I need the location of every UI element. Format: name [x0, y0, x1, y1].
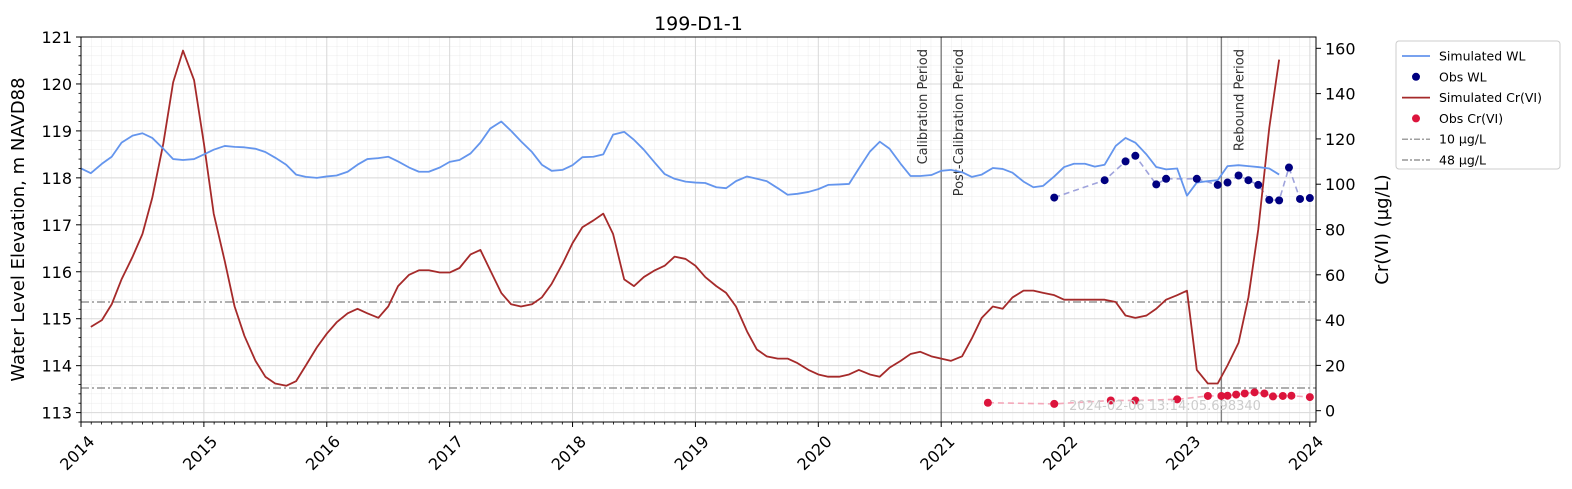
series-layer — [80, 49, 1314, 408]
legend-label: Simulated Cr(VI) — [1439, 90, 1542, 105]
obs-wl-point — [1100, 176, 1109, 185]
obs-wl-point — [1152, 180, 1161, 189]
obs-crvi-point — [983, 398, 992, 407]
obs-wl-point — [1223, 178, 1232, 187]
y-tick-label: 114 — [41, 357, 72, 376]
legend-swatch — [1412, 72, 1420, 81]
y2-axis-label: Cr(VI) (µg/L) — [1372, 174, 1393, 284]
watermark: 2024-02-06 13:14:05.698340 — [1069, 399, 1261, 414]
y2-tick-label: 80 — [1325, 221, 1345, 240]
y2-tick-label: 20 — [1325, 356, 1345, 375]
obs-crvi-link — [987, 391, 1310, 405]
obs-crvi-point — [1232, 390, 1241, 399]
y-tick-label: 117 — [41, 216, 72, 235]
period-label: Rebound Period — [1232, 49, 1247, 151]
obs-wl-point — [1162, 174, 1171, 183]
y-tick-label: 113 — [41, 404, 72, 423]
y2-tick-label: 140 — [1325, 85, 1356, 104]
simulated-crvi-line — [90, 49, 1281, 387]
obs-wl-point — [1254, 180, 1263, 189]
y-tick-label: 116 — [41, 263, 72, 282]
obs-crvi-point — [1131, 396, 1140, 405]
y2-tick-label: 160 — [1325, 39, 1356, 58]
period-label: Calibration Period — [916, 49, 931, 164]
obs-wl-point — [1213, 180, 1222, 189]
legend-label: 10 µg/L — [1439, 132, 1486, 147]
obs-crvi-point — [1050, 399, 1059, 408]
obs-wl-point — [1244, 176, 1253, 185]
obs-wl-point — [1284, 163, 1293, 172]
y-tick-label: 120 — [41, 75, 72, 94]
y2-tick-label: 60 — [1325, 266, 1345, 285]
simulated-wl-line — [80, 120, 1280, 197]
y-tick-label: 119 — [41, 122, 72, 141]
obs-crvi-point — [1240, 389, 1249, 398]
legend: Simulated WL Obs WL Simulated Cr(VI) Obs Cr… — [1395, 40, 1561, 170]
obs-wl-point — [1192, 174, 1201, 183]
obs-crvi-point — [1305, 393, 1314, 402]
legend-box — [1395, 40, 1561, 170]
y2-tick-label: 100 — [1325, 175, 1356, 194]
y2-tick-label: 40 — [1325, 311, 1345, 330]
legend-label: 48 µg/L — [1439, 153, 1486, 168]
period-label: Post-Calibration Period — [952, 49, 967, 196]
y-tick-label: 115 — [41, 310, 72, 329]
chart-title: 199-D1-1 — [654, 13, 743, 35]
obs-crvi-point — [1260, 389, 1269, 398]
minor-grid — [81, 37, 1316, 423]
obs-wl-point — [1275, 196, 1284, 205]
legend-label: Obs WL — [1439, 69, 1487, 84]
legend-label: Simulated WL — [1439, 49, 1525, 64]
obs-wl-point — [1296, 194, 1305, 203]
obs-wl-point — [1234, 171, 1243, 180]
y2-tick-label: 0 — [1325, 402, 1335, 421]
y2-tick-label: 120 — [1325, 130, 1356, 149]
legend-swatch — [1412, 114, 1420, 123]
obs-crvi-point — [1268, 392, 1277, 401]
obs-crvi-point — [1287, 391, 1296, 400]
obs-crvi-point — [1250, 388, 1259, 397]
obs-crvi-point — [1173, 395, 1182, 404]
obs-crvi-point — [1217, 391, 1226, 400]
obs-crvi-point — [1106, 396, 1115, 405]
y-axis-label: Water Level Elevation, m NAVD88 — [8, 77, 29, 381]
obs-crvi-point — [1223, 391, 1232, 400]
reference-lines — [81, 301, 1316, 389]
y-tick-label: 121 — [41, 28, 72, 47]
obs-wl-point — [1050, 193, 1059, 202]
obs-wl-point — [1121, 157, 1130, 166]
legend-label: Obs Cr(VI) — [1439, 111, 1503, 126]
obs-wl-point — [1305, 194, 1314, 203]
obs-wl-point — [1131, 151, 1140, 160]
y-tick-label: 118 — [41, 169, 72, 188]
obs-wl-point — [1265, 195, 1274, 204]
obs-crvi-point — [1278, 391, 1287, 400]
obs-crvi-point — [1203, 391, 1212, 400]
